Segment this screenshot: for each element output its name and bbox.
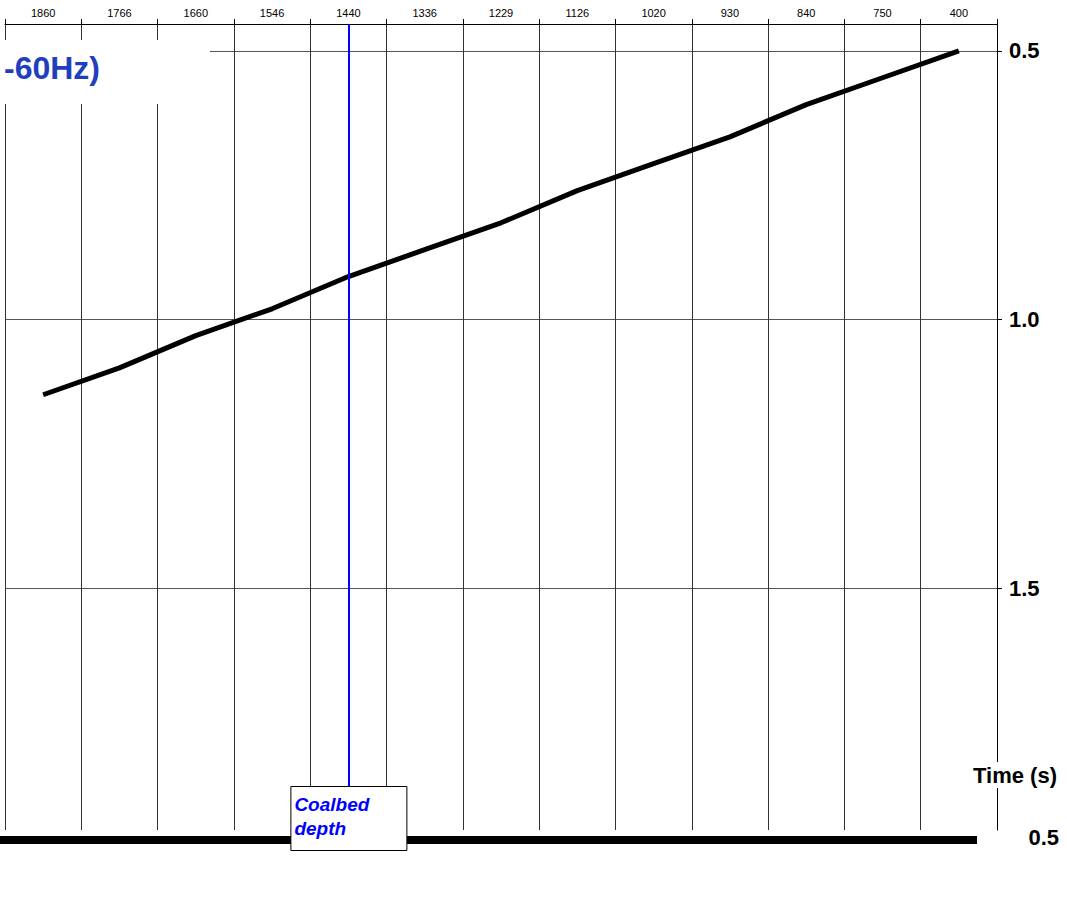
svg-text:1660: 1660 xyxy=(184,7,208,19)
svg-text:depth: depth xyxy=(294,818,346,839)
svg-text:750: 750 xyxy=(873,7,891,19)
svg-text:840: 840 xyxy=(797,7,815,19)
svg-text:0.5: 0.5 xyxy=(1009,38,1040,63)
svg-text:0.5: 0.5 xyxy=(1028,825,1059,850)
svg-text:-60Hz): -60Hz) xyxy=(4,50,100,86)
svg-text:930: 930 xyxy=(721,7,739,19)
svg-text:1.5: 1.5 xyxy=(1009,576,1040,601)
svg-text:Coalbed: Coalbed xyxy=(294,794,374,815)
svg-text:1546: 1546 xyxy=(260,7,284,19)
svg-text:1229: 1229 xyxy=(489,7,513,19)
svg-text:1126: 1126 xyxy=(565,7,589,19)
svg-text:1020: 1020 xyxy=(641,7,665,19)
svg-text:Time (s): Time (s) xyxy=(973,763,1057,788)
svg-text:1860: 1860 xyxy=(31,7,55,19)
svg-text:1766: 1766 xyxy=(107,7,131,19)
svg-text:400: 400 xyxy=(950,7,968,19)
svg-text:1336: 1336 xyxy=(412,7,436,19)
svg-text:1440: 1440 xyxy=(336,7,360,19)
svg-text:1.0: 1.0 xyxy=(1009,307,1040,332)
